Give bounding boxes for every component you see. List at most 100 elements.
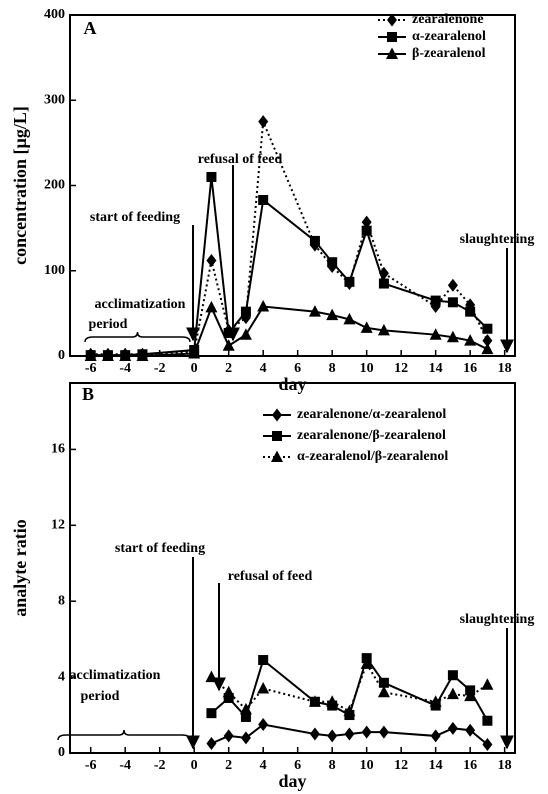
data-point: [326, 695, 339, 707]
y-tick-label: 16: [51, 442, 65, 457]
data-point: [239, 702, 252, 715]
data-point: [482, 715, 493, 726]
x-tick-label: 12: [394, 758, 408, 773]
data-point: [258, 115, 269, 129]
legend-label: α-zearalenol: [412, 29, 486, 44]
data-point: [326, 308, 339, 321]
data-point: [119, 349, 132, 361]
data-point: [206, 708, 217, 719]
x-axis-label: day: [278, 374, 306, 394]
legend-label: zearalenone/α-zearalenol: [297, 407, 446, 422]
x-tick-label: 16: [463, 758, 477, 773]
panel-label: A: [84, 18, 97, 38]
x-tick-label: 6: [294, 361, 301, 376]
data-point: [465, 306, 476, 317]
data-point: [188, 346, 201, 359]
bracket: [84, 331, 191, 343]
data-point: [430, 295, 441, 306]
data-point: [344, 276, 355, 287]
data-point: [257, 300, 270, 312]
x-tick-label: 14: [429, 758, 443, 773]
legend-marker: [387, 13, 397, 27]
x-tick-label: -6: [85, 758, 97, 773]
data-point: [429, 328, 442, 340]
data-point: [482, 323, 493, 334]
y-tick-label: 0: [58, 348, 65, 363]
data-point: [240, 731, 251, 745]
data-point: [377, 323, 390, 336]
x-tick-label: 2: [225, 361, 232, 376]
legend-marker: [271, 450, 283, 462]
x-tick-label: -4: [119, 758, 131, 773]
data-point: [205, 300, 218, 313]
legend-label: zearalenone: [412, 12, 484, 27]
annotation: acclimatization: [70, 668, 161, 683]
data-point: [223, 692, 234, 703]
data-point: [482, 334, 493, 348]
series-line: [90, 304, 488, 357]
x-tick-label: -2: [154, 758, 166, 773]
x-tick-label: 16: [463, 361, 477, 376]
data-point: [361, 215, 372, 229]
data-point: [481, 678, 494, 690]
x-tick-label: -4: [119, 361, 131, 376]
data-point: [446, 330, 459, 343]
series-line: [90, 121, 489, 356]
data-point: [327, 257, 338, 268]
panel-label: B: [82, 384, 94, 404]
annotation: start of feeding: [115, 541, 205, 556]
y-tick-label: 200: [44, 178, 65, 193]
data-point: [101, 349, 114, 361]
data-point: [360, 321, 373, 333]
data-point: [446, 687, 459, 700]
annotation: acclimatization: [95, 297, 186, 312]
legend-marker: [387, 32, 397, 42]
data-point: [465, 723, 476, 737]
x-tick-label: 8: [329, 361, 336, 376]
x-tick-label: 0: [191, 758, 198, 773]
annotation: slaughtering: [460, 232, 535, 247]
legend-label: zearalenone/β-zearalenol: [297, 428, 446, 443]
data-point: [223, 729, 234, 743]
data-point: [430, 729, 441, 743]
data-point: [327, 729, 338, 743]
data-point: [429, 695, 442, 707]
x-axis-label: day: [278, 771, 306, 791]
x-tick-label: 10: [360, 758, 374, 773]
y-tick-label: 12: [51, 518, 65, 533]
data-point: [309, 727, 320, 741]
x-tick-label: 12: [394, 361, 408, 376]
data-point: [377, 685, 390, 698]
x-tick-label: 18: [498, 361, 512, 376]
x-tick-label: -6: [85, 361, 97, 376]
data-point: [308, 305, 321, 317]
data-point: [205, 670, 218, 683]
data-point: [344, 727, 355, 741]
y-axis-label: concentration [µg/L]: [10, 106, 30, 265]
data-point: [343, 704, 356, 717]
data-point: [447, 721, 458, 735]
annotation: slaughtering: [460, 612, 535, 627]
x-tick-label: -2: [154, 361, 166, 376]
data-point: [222, 339, 235, 351]
data-point: [361, 725, 372, 739]
data-point: [258, 194, 269, 205]
y-tick-label: 4: [58, 669, 65, 684]
data-point: [447, 297, 458, 308]
x-tick-label: 6: [294, 758, 301, 773]
y-axis-label: analyte ratio: [10, 519, 30, 616]
x-tick-label: 0: [191, 361, 198, 376]
data-point: [343, 312, 356, 325]
data-point: [378, 725, 389, 739]
data-point: [361, 225, 372, 236]
annotation: refusal of feed: [228, 569, 313, 584]
legend-marker: [272, 431, 282, 441]
x-tick-label: 8: [329, 758, 336, 773]
x-tick-label: 4: [260, 758, 267, 773]
annotation: start of feeding: [90, 210, 180, 225]
y-tick-label: 400: [44, 7, 65, 22]
data-point: [482, 737, 493, 751]
data-point: [222, 685, 235, 698]
